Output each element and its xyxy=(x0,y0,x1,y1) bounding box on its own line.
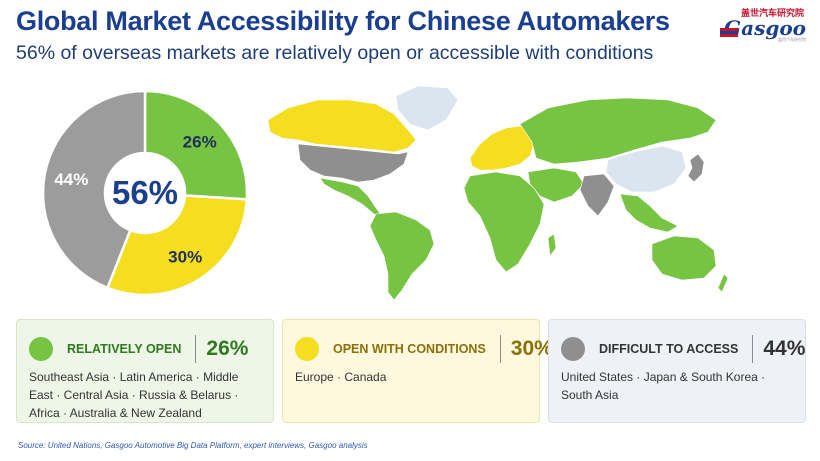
category-regions: Southeast Asia · Latin America · Middle … xyxy=(29,370,239,420)
logo-tagline: 盖世汽车研究院 xyxy=(778,37,806,42)
map-russia xyxy=(519,97,717,165)
donut-slice-label-2: 44% xyxy=(54,170,88,189)
map-south-america xyxy=(369,211,435,301)
map-australia xyxy=(651,235,717,281)
source-note: Source: United Nations, Gasgoo Automotiv… xyxy=(18,441,368,450)
map-south-asia xyxy=(579,173,615,217)
page-subtitle: 56% of overseas markets are relatively o… xyxy=(16,42,654,64)
category-regions: Europe · Canada xyxy=(295,370,387,384)
donut-center-label: 56% xyxy=(112,174,178,211)
gray-dot-icon xyxy=(561,337,585,361)
logo-en-text: Gasgoo xyxy=(724,16,806,40)
map-japan-korea xyxy=(687,153,705,183)
map-southeast-asia xyxy=(619,193,679,233)
map-china xyxy=(605,145,687,193)
donut-chart: 56% 26% 30% 44% xyxy=(41,89,249,297)
map-greenland xyxy=(395,85,459,131)
divider xyxy=(195,335,197,363)
category-label: OPEN WITH CONDITIONS xyxy=(333,342,486,356)
world-map xyxy=(267,85,728,301)
divider xyxy=(752,335,754,363)
divider xyxy=(499,335,501,363)
category-regions: United States · Japan & South Korea · So… xyxy=(561,370,766,402)
legend-card-relatively-open: RELATIVELY OPEN 26% Southeast Asia · Lat… xyxy=(16,319,274,423)
map-mexico xyxy=(319,177,383,217)
page-title: Global Market Accessibility for Chinese … xyxy=(16,6,670,36)
logo-cn-text: 盖世汽车研究院 xyxy=(740,8,804,18)
legend-card-open-with-conditions: OPEN WITH CONDITIONS 30% Europe · Canada xyxy=(282,319,553,423)
donut-slice-label-1: 30% xyxy=(168,247,202,266)
map-africa xyxy=(463,171,545,273)
flag-stripe-icon xyxy=(720,28,738,37)
donut-hole xyxy=(105,153,185,233)
category-percent: 30% xyxy=(510,337,553,360)
map-united-states xyxy=(297,143,409,183)
green-dot-icon xyxy=(29,337,53,361)
category-label: RELATIVELY OPEN xyxy=(67,342,182,356)
donut-slice-label-0: 26% xyxy=(183,133,217,152)
map-new-zealand xyxy=(717,273,728,293)
gasgoo-logo: 盖世汽车研究院 Gasgoo 盖世汽车研究院 xyxy=(720,6,806,46)
legend-card-difficult-to-access: DIFFICULT TO ACCESS 44% United States · … xyxy=(548,319,806,423)
map-europe xyxy=(469,125,535,171)
map-madagascar xyxy=(547,233,557,257)
map-canada xyxy=(267,99,417,153)
category-percent: 44% xyxy=(763,337,806,360)
category-percent: 26% xyxy=(206,337,249,360)
yellow-dot-icon xyxy=(295,337,319,361)
category-label: DIFFICULT TO ACCESS xyxy=(599,342,739,356)
